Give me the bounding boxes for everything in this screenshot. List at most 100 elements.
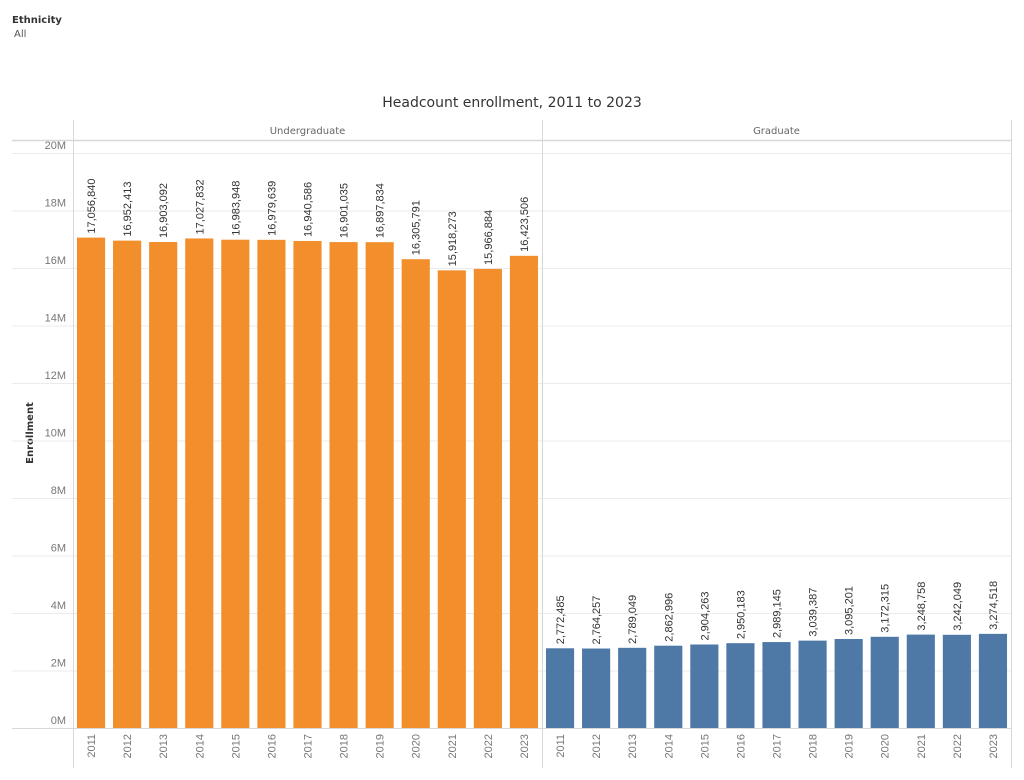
data-label: 2,764,257	[591, 596, 603, 645]
bar-graduate-2016	[726, 643, 755, 728]
data-label: 16,940,586	[303, 182, 315, 237]
data-label: 16,979,639	[266, 181, 278, 236]
x-tick-label: 2012	[591, 734, 603, 758]
data-label: 3,242,049	[952, 582, 964, 631]
data-label: 3,274,518	[988, 581, 1000, 630]
labels: 0M 2M 4M 6M 8M 10M 12M 14M 16M 18M 20M Undergraduat…	[45, 126, 1000, 758]
data-label: 3,095,201	[844, 586, 856, 635]
bar-graduate-2023	[978, 633, 1008, 728]
bars	[76, 237, 1008, 729]
bar-undergraduate-2011	[76, 237, 106, 728]
y-tick-label: 10M	[45, 428, 66, 440]
x-tick-label: 2022	[952, 734, 964, 758]
data-label: 2,989,145	[772, 589, 784, 638]
x-tick-label: 2023	[988, 734, 1000, 758]
bar-undergraduate-2019	[365, 242, 394, 729]
data-label: 17,027,832	[194, 179, 206, 234]
y-tick-label: 4M	[51, 600, 66, 612]
data-label: 2,904,263	[699, 592, 711, 641]
x-tick-label: 2016	[735, 734, 747, 758]
bar-undergraduate-2012	[113, 240, 142, 728]
y-axis-title: Enrollment	[25, 402, 36, 464]
bar-graduate-2019	[834, 639, 863, 728]
x-tick-label: 2021	[447, 734, 459, 758]
bar-undergraduate-2023	[509, 255, 539, 728]
x-tick-label: 2022	[483, 734, 495, 758]
data-label: 16,901,035	[339, 183, 351, 238]
data-label: 2,772,485	[555, 595, 567, 644]
bar-graduate-2013	[618, 647, 647, 728]
y-tick-label: 6M	[51, 543, 66, 555]
x-tick-label: 2013	[158, 734, 170, 758]
bar-graduate-2022	[942, 634, 971, 728]
y-tick-label: 12M	[45, 370, 66, 382]
x-tick-label: 2020	[880, 734, 892, 758]
data-label: 2,950,183	[735, 590, 747, 639]
x-tick-label: 2011	[86, 734, 98, 758]
x-tick-label: 2019	[375, 734, 387, 758]
y-tick-label: 8M	[51, 485, 66, 497]
x-tick-label: 2016	[266, 734, 278, 758]
chart-title: Headcount enrollment, 2011 to 2023	[382, 95, 642, 111]
y-tick-label: 2M	[51, 658, 66, 670]
data-label: 16,305,791	[411, 200, 423, 255]
x-tick-label: 2018	[339, 734, 351, 758]
bar-graduate-2020	[870, 636, 899, 728]
bar-undergraduate-2020	[401, 259, 430, 728]
bar-undergraduate-2022	[473, 268, 502, 728]
data-label: 3,248,758	[916, 582, 928, 631]
bar-graduate-2017	[762, 642, 791, 728]
data-label: 3,039,387	[808, 588, 820, 637]
bar-undergraduate-2017	[293, 240, 322, 729]
x-tick-label: 2021	[916, 734, 928, 758]
x-tick-label: 2019	[844, 734, 856, 758]
panel-header-graduate: Graduate	[753, 126, 800, 137]
x-tick-label: 2013	[627, 734, 639, 758]
x-tick-label: 2015	[230, 734, 242, 758]
chart-frame	[12, 120, 1012, 768]
bar-undergraduate-2021	[437, 270, 466, 728]
x-tick-label: 2020	[411, 734, 423, 758]
data-label: 2,862,996	[663, 593, 675, 642]
x-tick-label: 2014	[663, 734, 675, 758]
x-tick-label: 2023	[519, 734, 531, 758]
x-tick-label: 2018	[808, 734, 820, 758]
bar-graduate-2014	[654, 645, 683, 728]
bar-undergraduate-2018	[329, 242, 358, 728]
data-label: 16,897,834	[375, 183, 387, 238]
bar-undergraduate-2016	[257, 239, 286, 728]
bar-graduate-2021	[906, 634, 935, 728]
x-tick-label: 2014	[194, 734, 206, 758]
x-tick-label: 2011	[555, 734, 567, 758]
data-label: 17,056,840	[86, 179, 98, 234]
data-label: 16,983,948	[230, 181, 242, 236]
x-tick-label: 2017	[772, 734, 784, 758]
data-label: 16,952,413	[122, 182, 134, 237]
x-tick-label: 2017	[303, 734, 315, 758]
y-tick-label: 20M	[45, 140, 66, 152]
y-tick-label: 0M	[51, 715, 66, 727]
data-label: 15,918,273	[447, 211, 459, 266]
ethnicity-filter-label: Ethnicity	[12, 15, 62, 26]
x-tick-label: 2012	[122, 734, 134, 758]
bar-graduate-2011	[545, 648, 575, 728]
y-tick-label: 14M	[45, 313, 66, 325]
data-label: 16,423,506	[519, 197, 531, 252]
y-tick-label: 18M	[45, 198, 66, 210]
ethnicity-filter[interactable]: Ethnicity All	[12, 14, 62, 41]
x-tick-label: 2015	[699, 734, 711, 758]
bar-graduate-2012	[582, 648, 611, 728]
bar-undergraduate-2013	[149, 242, 178, 728]
y-tick-label: 16M	[45, 255, 66, 267]
panel-header-undergraduate: Undergraduate	[270, 126, 346, 137]
data-label: 2,789,049	[627, 595, 639, 644]
bar-undergraduate-2015	[221, 239, 250, 729]
data-label: 15,966,884	[483, 210, 495, 265]
bar-undergraduate-2014	[185, 238, 214, 728]
ethnicity-filter-value[interactable]: All	[14, 29, 27, 40]
bar-graduate-2015	[690, 644, 719, 728]
bar-graduate-2018	[798, 640, 827, 728]
data-label: 3,172,315	[880, 584, 892, 633]
data-label: 16,903,092	[158, 183, 170, 238]
